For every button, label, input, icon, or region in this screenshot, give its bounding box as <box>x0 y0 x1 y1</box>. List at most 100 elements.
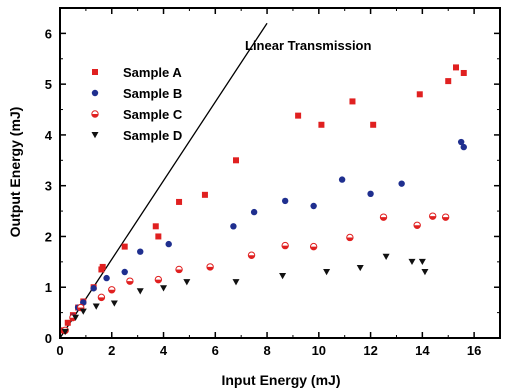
legend-label: Sample C <box>123 107 183 122</box>
data-point <box>183 279 191 286</box>
x-tick-label: 10 <box>312 343 326 358</box>
data-point <box>233 157 239 164</box>
marker-fill <box>206 266 214 271</box>
data-point <box>136 288 144 295</box>
series-sample-a <box>60 64 467 334</box>
data-point <box>323 269 331 276</box>
data-point <box>421 269 429 276</box>
y-tick-label: 6 <box>45 26 52 41</box>
data-point <box>367 190 374 198</box>
y-tick-label: 4 <box>45 128 53 143</box>
data-point <box>370 121 377 128</box>
data-point <box>382 253 390 260</box>
data-point <box>126 277 134 285</box>
y-tick-label: 1 <box>45 280 52 295</box>
marker-fill <box>380 217 387 221</box>
data-point <box>349 98 356 105</box>
data-point <box>121 243 128 250</box>
y-tick-label: 3 <box>45 179 52 194</box>
data-point <box>64 319 71 326</box>
legend-label: Sample B <box>123 86 182 101</box>
data-point <box>356 264 364 272</box>
x-tick-label: 0 <box>56 343 63 358</box>
data-point <box>295 112 302 119</box>
data-point <box>338 176 346 183</box>
marker-fill <box>91 114 99 118</box>
legend: Sample A Sample B Sample C Sample D <box>91 65 183 143</box>
marker-fill <box>108 289 115 293</box>
marker-fill <box>346 237 354 241</box>
series-sample-d <box>61 253 429 336</box>
data-point <box>281 197 289 205</box>
data-point <box>279 273 287 280</box>
data-point <box>416 91 423 98</box>
data-point <box>108 286 116 294</box>
y-tick-label: 2 <box>45 229 52 244</box>
data-point <box>61 328 69 336</box>
marker-fill <box>413 225 421 229</box>
data-point <box>121 268 128 276</box>
legend-marker <box>91 132 99 139</box>
data-point <box>445 78 452 85</box>
legend-marker <box>91 110 99 118</box>
y-tick-label: 5 <box>45 77 52 92</box>
data-point <box>408 258 416 266</box>
legend-marker <box>91 89 99 97</box>
data-point <box>154 275 163 284</box>
data-point <box>160 285 168 292</box>
data-point <box>457 138 465 146</box>
marker-fill <box>98 297 105 301</box>
data-point <box>309 242 318 251</box>
legend-label: Sample A <box>123 65 182 80</box>
data-point <box>429 212 437 220</box>
data-point <box>137 248 144 255</box>
x-axis-label: Input Energy (mJ) <box>221 372 340 388</box>
x-tick-label: 12 <box>363 343 377 358</box>
marker-fill <box>155 279 162 283</box>
data-point <box>413 221 421 229</box>
data-point <box>418 258 426 266</box>
marker-fill <box>248 255 255 259</box>
y-axis-label: Output Energy (mJ) <box>7 107 23 238</box>
data-point <box>99 263 106 270</box>
data-point <box>90 285 97 292</box>
x-tick-label: 6 <box>212 343 219 358</box>
data-point <box>175 265 183 274</box>
data-point <box>250 208 258 216</box>
data-point <box>232 279 240 286</box>
x-tick-label: 4 <box>160 343 168 358</box>
plot-frame <box>59 7 501 339</box>
data-point <box>92 303 100 310</box>
data-point <box>379 213 388 221</box>
data-point <box>281 241 289 250</box>
data-point <box>453 64 459 71</box>
x-tick-label: 14 <box>415 343 430 358</box>
data-point <box>97 293 106 302</box>
data-point <box>176 198 183 205</box>
data-point <box>460 69 467 76</box>
data-point <box>201 191 208 198</box>
data-point <box>72 314 80 321</box>
y-tick-label: 0 <box>45 331 52 346</box>
legend-marker <box>92 69 98 75</box>
data-point <box>247 251 256 259</box>
data-point <box>460 143 467 151</box>
series-sample-b <box>61 138 467 334</box>
x-tick-label: 16 <box>467 343 481 358</box>
data-point <box>165 240 172 248</box>
data-point <box>79 308 87 315</box>
marker-fill <box>442 217 449 221</box>
x-tick-label: 8 <box>263 343 270 358</box>
data-point <box>110 300 118 307</box>
data-point <box>310 202 317 210</box>
marker-fill <box>126 281 134 285</box>
series-sample-c <box>61 212 450 335</box>
data-point <box>318 121 325 128</box>
linear-transmission-annotation: Linear Transmission <box>245 38 371 53</box>
data-point <box>441 213 450 221</box>
data-point <box>103 274 110 282</box>
marker-fill <box>429 216 436 220</box>
marker-fill <box>175 269 183 273</box>
x-tick-label: 2 <box>108 343 115 358</box>
